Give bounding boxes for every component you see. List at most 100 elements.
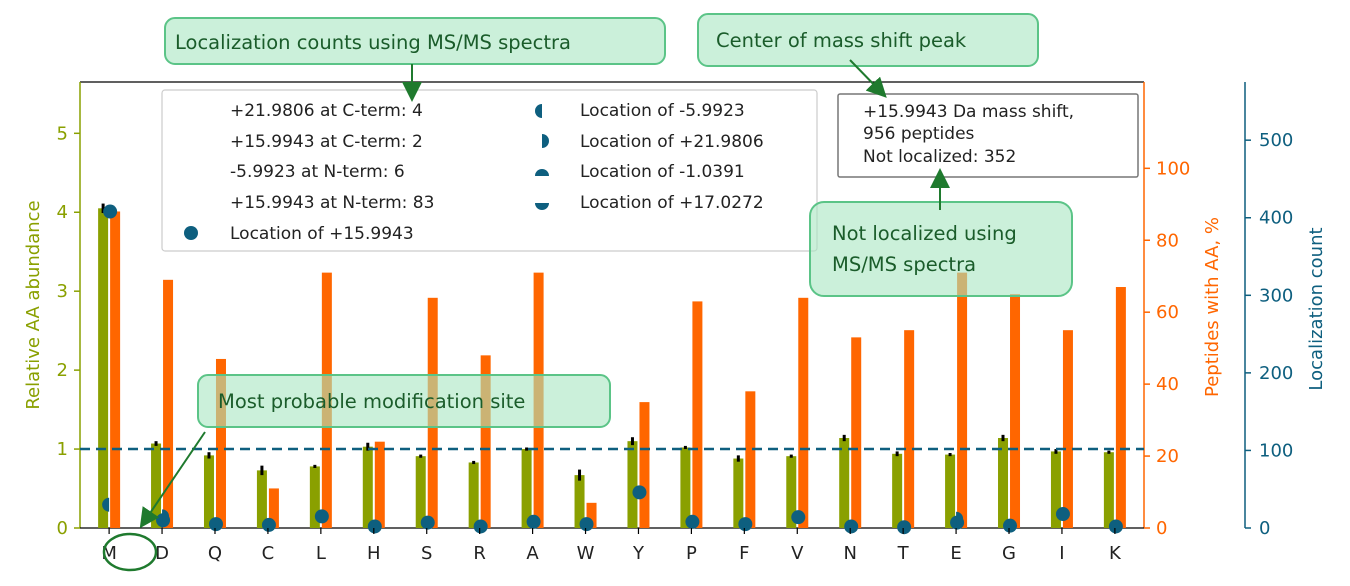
callout-box-localization (164, 17, 666, 65)
left-axis-title: Relative AA abundance (23, 200, 44, 409)
x-tick-label: K (1109, 543, 1122, 564)
x-tick-label: A (526, 543, 539, 564)
right1-tick-label: 40 (1156, 374, 1179, 395)
peptide-percent-bar (904, 330, 915, 528)
callout-modification-site: Most probable modification site (218, 390, 525, 413)
abundance-bar (362, 446, 373, 528)
x-tick-label: N (843, 543, 856, 564)
localization-marker-half-left (102, 497, 110, 512)
x-tick-label: F (739, 543, 749, 564)
x-tick-label: L (316, 543, 326, 564)
abundance-bar (627, 441, 638, 528)
right1-axis-title: Peptides with AA, % (1202, 217, 1223, 397)
legend: +21.9806 at C-term: 4 +15.9943 at C-term… (161, 89, 818, 252)
info-box: +15.9943 Da mass shift, 956 peptides Not… (837, 93, 1139, 178)
callouts: Localization counts using MS/MS spectra … (102, 13, 1073, 572)
legend-marker-half-top (535, 169, 549, 176)
peptide-percent-bar (745, 391, 756, 528)
left-tick-label: 2 (57, 360, 68, 381)
localization-marker (844, 519, 859, 534)
peptide-percent-bar (215, 358, 226, 528)
left-tick-label: 1 (57, 439, 68, 460)
legend-entry: +15.9943 at C-term: 2 (230, 132, 423, 152)
abundance-bar (680, 447, 691, 528)
x-tick-label: R (473, 543, 486, 564)
arrow-modification-site (139, 431, 206, 529)
peptide-percent-bar (692, 301, 703, 528)
abundance-bar (309, 466, 320, 528)
peptide-percent-bar (957, 272, 968, 528)
x-tick-label: W (577, 543, 595, 564)
abundance-bar (1103, 452, 1114, 528)
right1-tick-label: 60 (1156, 302, 1179, 323)
peptide-percent-bar (480, 355, 491, 528)
info-box-frame (837, 93, 1139, 178)
highlight-circle-m (102, 532, 158, 572)
left-tick-label: 5 (57, 123, 68, 144)
localization-marker (738, 517, 753, 532)
peptide-percent-bar (851, 337, 862, 528)
legend-marker-half-left (535, 104, 542, 118)
right1-tick-label: 100 (1156, 158, 1190, 179)
peptide-percent-bar (1115, 287, 1126, 528)
legend-marker-half-bottom (535, 203, 549, 210)
legend-entry: +21.9806 at C-term: 4 (230, 101, 423, 121)
x-tick-label: H (367, 543, 381, 564)
right2-tick-label: 100 (1259, 440, 1293, 461)
x-tick-label: G (1002, 543, 1016, 564)
info-line: Not localized: 352 (863, 147, 1016, 167)
abundance-bar (521, 449, 532, 528)
right1-tick-label: 20 (1156, 446, 1179, 467)
peptide-percent-bar (798, 297, 809, 528)
localization-marker (103, 204, 118, 219)
peptide-percent-bar (1010, 294, 1021, 528)
legend-entry: Location of -1.0391 (580, 162, 745, 182)
left-tick-label: 3 (57, 281, 68, 302)
localization-marker (897, 520, 912, 535)
abundance-bar (468, 462, 479, 528)
peptide-percent-bar (163, 279, 174, 528)
right2-tick-label: 200 (1259, 363, 1293, 384)
x-tick-label: C (262, 543, 275, 564)
right1-tick-label: 80 (1156, 230, 1179, 251)
localization-marker (579, 517, 594, 532)
localization-marker (261, 517, 276, 532)
left-tick-label: 0 (57, 518, 68, 539)
legend-frame (161, 89, 818, 252)
abundance-bar (574, 475, 585, 528)
right2-axis-title: Localization count (1306, 227, 1327, 390)
localization-marker (685, 514, 700, 529)
localization-marker (314, 509, 329, 524)
callout-box-not-localized (809, 201, 1073, 297)
right2-tick-label: 500 (1259, 130, 1293, 151)
legend-marker-half-right (542, 134, 549, 148)
peptide-percent-bar (110, 211, 121, 528)
x-tick-label: E (950, 543, 961, 564)
x-tick-label: Q (208, 543, 222, 564)
right2-tick-label: 400 (1259, 208, 1293, 229)
right1-tick-label: 0 (1156, 518, 1167, 539)
callout-not-localized-line2: MS/MS spectra (832, 253, 976, 276)
abundance-bar (415, 456, 426, 528)
abundance-bar (733, 458, 744, 528)
legend-entry: Location of +17.0272 (580, 193, 764, 213)
abundance-bar (151, 443, 162, 528)
localization-markers (102, 204, 1123, 535)
localization-marker-half-right (162, 509, 170, 524)
abundance-bar (998, 438, 1009, 528)
peptide-percent-bar (639, 402, 650, 528)
peptide-percent-bar (1062, 330, 1073, 528)
x-tick-label: V (791, 543, 804, 564)
right2-tick-label: 300 (1259, 285, 1293, 306)
legend-entry: Location of +15.9943 (230, 224, 414, 244)
peptide-percent-bar (586, 502, 597, 528)
abundance-bars (98, 203, 1114, 528)
x-tick-label: S (421, 543, 432, 564)
right2-tick-label: 0 (1259, 518, 1270, 539)
legend-marker-circle (184, 226, 198, 240)
x-tick-label: P (686, 543, 697, 564)
abundance-bar (839, 438, 850, 528)
abundance-bar (98, 208, 109, 528)
info-line: 956 peptides (863, 124, 975, 144)
